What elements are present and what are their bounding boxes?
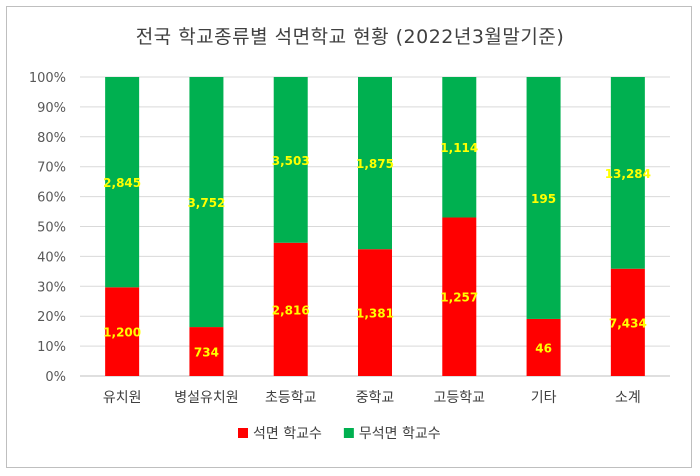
- data-label-non-asbestos: 195: [531, 192, 556, 206]
- data-label-asbestos: 1,381: [356, 307, 394, 321]
- data-label-non-asbestos: 13,284: [605, 167, 651, 181]
- x-tick-label: 초등학교: [265, 390, 317, 406]
- data-label-non-asbestos: 3,752: [187, 196, 225, 210]
- bar-segment-non-asbestos: [610, 77, 645, 269]
- y-tick-label: 40%: [37, 250, 66, 265]
- y-tick-label: 20%: [37, 310, 66, 325]
- y-tick-label: 80%: [37, 131, 66, 146]
- data-label-asbestos: 1,200: [103, 326, 141, 340]
- y-tick-label: 60%: [37, 191, 66, 206]
- y-tick-label: 30%: [37, 280, 66, 295]
- y-tick-label: 70%: [37, 161, 66, 176]
- bar-segment-non-asbestos: [105, 77, 140, 288]
- x-tick-label: 고등학교: [434, 390, 486, 406]
- x-axis: 유치원 병설유치원 초등학교 중학교 고등학교 기타 소계: [103, 390, 641, 406]
- bar-segment-non-asbestos: [358, 77, 392, 250]
- bar-segment-non-asbestos: [189, 77, 224, 328]
- data-label-asbestos: 46: [535, 341, 552, 355]
- legend: 석면 학교수 무석면 학교수: [238, 426, 441, 442]
- y-tick-label: 0%: [45, 370, 66, 385]
- data-label-non-asbestos: 1,114: [440, 141, 478, 155]
- y-tick-label: 50%: [37, 221, 66, 236]
- bars: [105, 77, 645, 376]
- y-tick-label: 100%: [29, 71, 66, 86]
- bar-segment-asbestos: [442, 217, 477, 376]
- data-labels: 1,200 2,845 734 3,752 2,816 3,503 1,381 1,875 1,…: [103, 141, 651, 359]
- bar-segment-asbestos: [189, 327, 224, 376]
- x-tick-label: 기타: [531, 390, 557, 406]
- legend-label: 석면 학교수: [253, 426, 322, 442]
- legend-label: 무석면 학교수: [359, 426, 441, 442]
- y-axis: 0% 10% 20% 30% 40% 50% 60% 70% 80% 90% 100%: [29, 71, 66, 385]
- data-label-asbestos: 2,816: [272, 303, 310, 317]
- data-label-asbestos: 1,257: [440, 291, 478, 305]
- data-label-asbestos: 734: [194, 346, 219, 360]
- y-tick-label: 10%: [37, 340, 66, 355]
- data-label-non-asbestos: 1,875: [356, 157, 394, 171]
- bar-segment-asbestos: [358, 249, 392, 376]
- legend-swatch: [343, 428, 354, 438]
- bar-segment-non-asbestos: [273, 77, 308, 243]
- bar-segment-asbestos: [610, 268, 645, 376]
- chart-title: 전국 학교종류별 석면학교 현황 (2022년3월말기준): [135, 26, 565, 48]
- data-label-non-asbestos: 2,845: [103, 176, 141, 190]
- x-tick-label: 유치원: [103, 390, 142, 406]
- x-tick-label: 소계: [615, 390, 641, 406]
- bar-segment-asbestos: [105, 287, 140, 376]
- bar-segment-asbestos: [526, 318, 561, 376]
- data-label-non-asbestos: 3,503: [272, 154, 310, 168]
- legend-swatch: [238, 428, 248, 438]
- data-label-asbestos: 7,434: [609, 316, 647, 330]
- bar-segment-asbestos: [273, 242, 308, 376]
- y-tick-label: 90%: [37, 101, 66, 116]
- x-tick-label: 중학교: [356, 390, 395, 406]
- x-tick-label: 병설유치원: [174, 390, 238, 406]
- bar-segment-non-asbestos: [526, 77, 561, 319]
- bar-segment-non-asbestos: [442, 77, 477, 218]
